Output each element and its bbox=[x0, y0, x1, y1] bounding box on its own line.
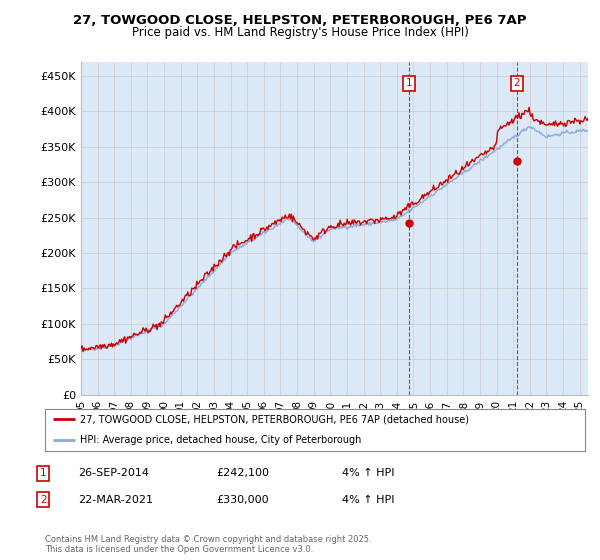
Text: 1: 1 bbox=[406, 78, 412, 88]
Text: HPI: Average price, detached house, City of Peterborough: HPI: Average price, detached house, City… bbox=[80, 435, 361, 445]
Text: 22-MAR-2021: 22-MAR-2021 bbox=[78, 494, 153, 505]
Text: 2: 2 bbox=[514, 78, 520, 88]
Text: Price paid vs. HM Land Registry's House Price Index (HPI): Price paid vs. HM Land Registry's House … bbox=[131, 26, 469, 39]
Text: 1: 1 bbox=[40, 468, 47, 478]
Text: 26-SEP-2014: 26-SEP-2014 bbox=[78, 468, 149, 478]
Text: 2: 2 bbox=[40, 494, 47, 505]
Text: 27, TOWGOOD CLOSE, HELPSTON, PETERBOROUGH, PE6 7AP (detached house): 27, TOWGOOD CLOSE, HELPSTON, PETERBOROUG… bbox=[80, 414, 469, 424]
Text: Contains HM Land Registry data © Crown copyright and database right 2025.
This d: Contains HM Land Registry data © Crown c… bbox=[45, 535, 371, 554]
Text: 4% ↑ HPI: 4% ↑ HPI bbox=[342, 494, 395, 505]
Text: £330,000: £330,000 bbox=[216, 494, 269, 505]
Text: £242,100: £242,100 bbox=[216, 468, 269, 478]
Text: 4% ↑ HPI: 4% ↑ HPI bbox=[342, 468, 395, 478]
Text: 27, TOWGOOD CLOSE, HELPSTON, PETERBOROUGH, PE6 7AP: 27, TOWGOOD CLOSE, HELPSTON, PETERBOROUG… bbox=[73, 14, 527, 27]
